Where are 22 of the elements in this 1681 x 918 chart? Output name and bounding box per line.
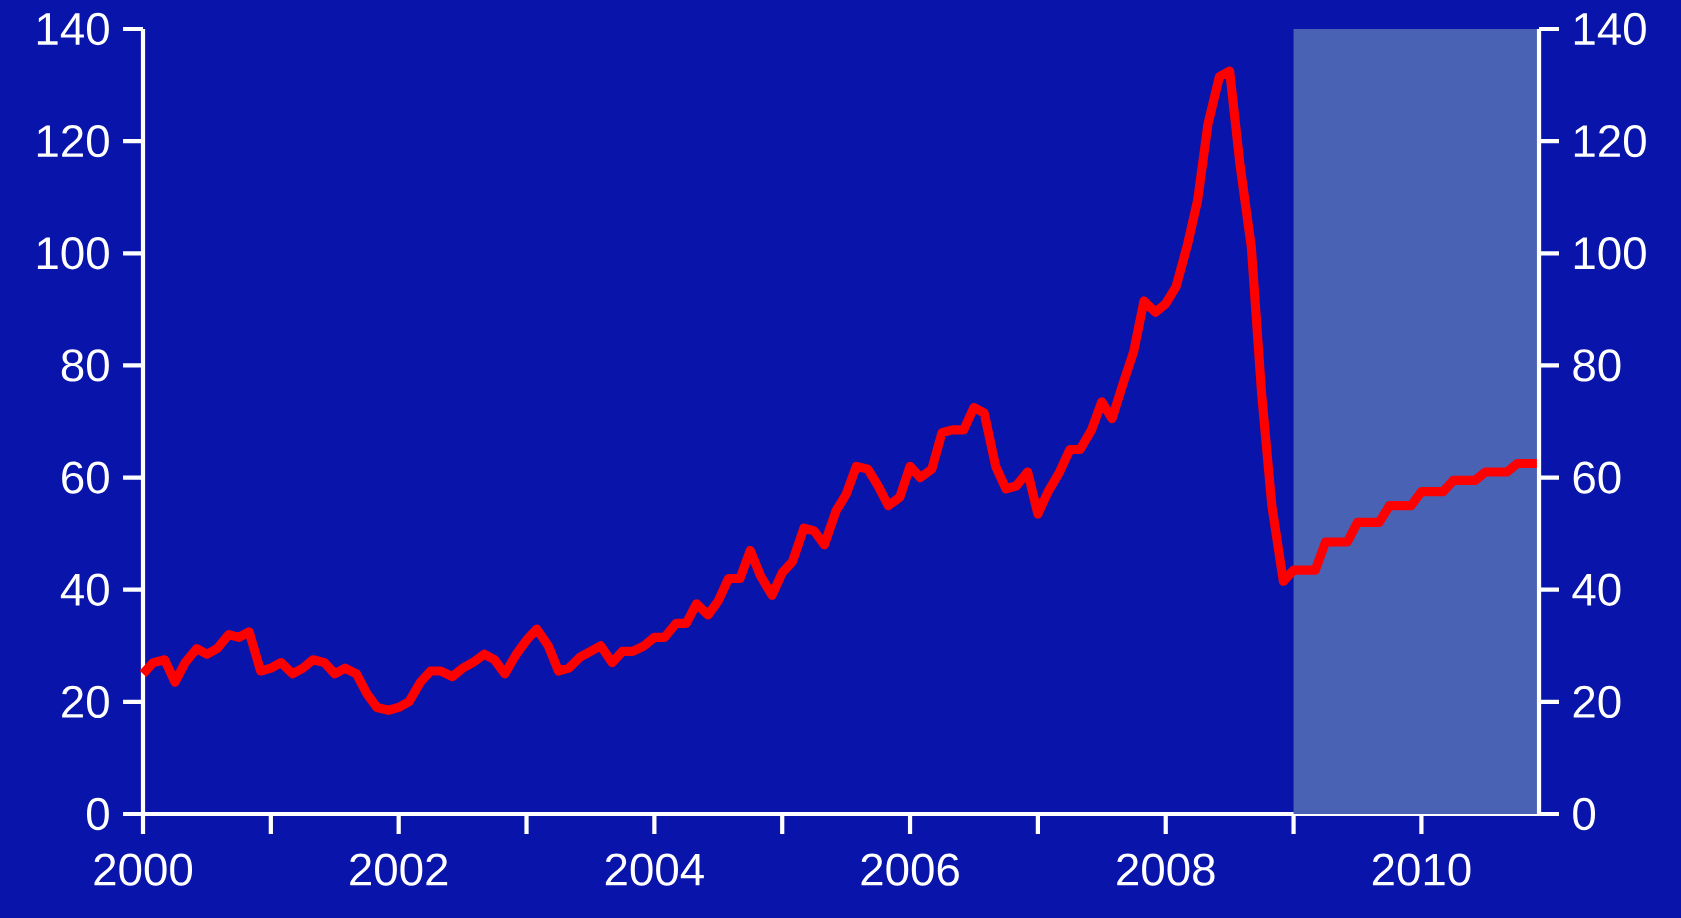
y-tick-label: 120 [1574,124,1646,158]
y-tick-label: 20 [1573,685,1621,719]
x-tick-label: 2004 [605,853,704,886]
x-tick-label: 2002 [350,853,448,886]
y2-tick-label: 140 [37,12,109,46]
x-tick-label: 2010 [1372,853,1471,886]
x-tick-label: 2000 [94,853,193,886]
y2-tick-label: 60 [62,461,109,494]
y2-tick-label: 40 [60,573,109,606]
y-tick-label: 80 [1573,349,1621,382]
x-tick-label: 2008 [1117,853,1215,886]
y2-tick-label: 0 [87,797,109,831]
y2-tick-label: 100 [37,237,109,270]
y-tick-label: 0 [1573,797,1596,831]
y-tick-label: 140 [1574,12,1646,46]
y2-tick-label: 80 [61,349,109,382]
y-tick-label: 60 [1573,461,1621,494]
y-tick-label: 40 [1572,573,1621,606]
y-tick-label: 100 [1574,237,1646,270]
y2-tick-label: 20 [62,685,109,719]
y2-tick-label: 120 [37,124,109,158]
x-tick-label: 2006 [861,853,959,886]
